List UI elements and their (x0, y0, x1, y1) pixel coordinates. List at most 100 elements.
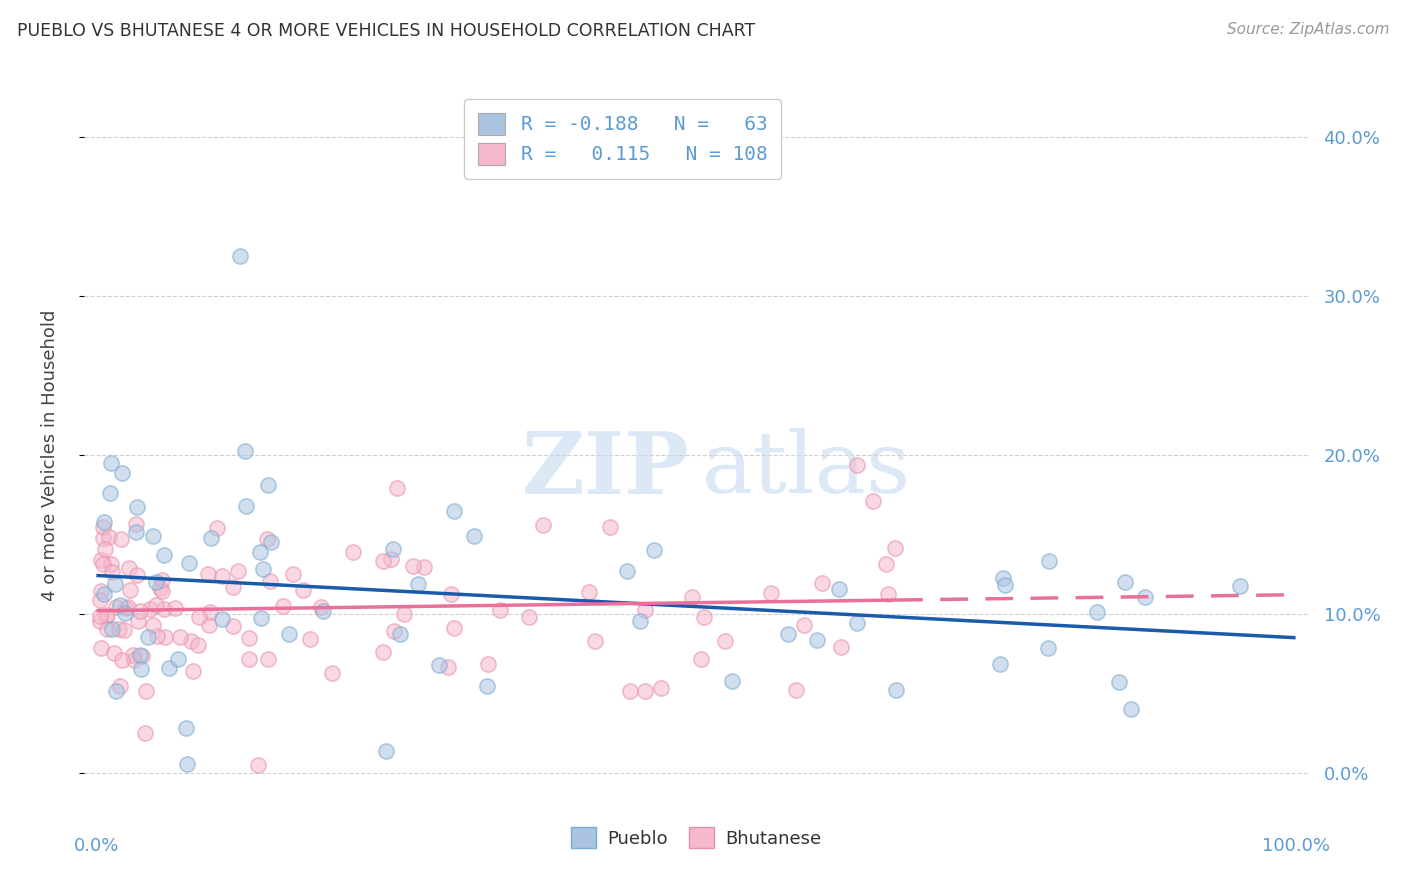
Point (634, 603, 657, 617)
Point (198, 605, 221, 619)
Point (153, 630, 176, 644)
Point (105, 684, 128, 698)
Point (616, 564, 638, 578)
Point (406, 577, 429, 591)
Point (246, 758, 269, 772)
Point (124, 516, 146, 531)
Point (309, 599, 332, 614)
Text: atlas: atlas (702, 428, 911, 511)
Point (187, 638, 209, 652)
Point (427, 658, 450, 673)
Point (93, 587, 115, 601)
Point (138, 601, 160, 615)
Point (111, 653, 134, 667)
Text: ZIP: ZIP (522, 427, 690, 511)
Point (125, 524, 148, 539)
Point (142, 617, 165, 632)
Point (321, 666, 343, 681)
Point (875, 557, 897, 571)
Point (720, 673, 742, 688)
Point (101, 623, 124, 637)
Point (1038, 553, 1060, 567)
Point (643, 543, 665, 558)
Point (531, 517, 554, 532)
Point (200, 531, 222, 545)
Point (108, 679, 131, 693)
Point (90, 553, 112, 567)
Point (101, 565, 124, 579)
Point (402, 558, 425, 573)
Point (211, 569, 233, 583)
Point (117, 599, 139, 614)
Point (628, 614, 651, 628)
Point (127, 615, 149, 629)
Point (793, 618, 815, 632)
Point (619, 683, 641, 698)
Point (437, 660, 460, 674)
Point (235, 499, 257, 513)
Point (713, 633, 735, 648)
Point (884, 682, 907, 697)
Point (222, 580, 245, 594)
Point (443, 621, 465, 635)
Point (103, 646, 125, 660)
Point (690, 652, 713, 666)
Point (98, 486, 121, 500)
Point (145, 574, 167, 589)
Point (118, 582, 141, 597)
Point (115, 601, 138, 615)
Point (994, 577, 1017, 591)
Point (127, 567, 149, 582)
Point (90, 640, 112, 655)
Point (108, 598, 131, 612)
Point (163, 601, 186, 615)
Point (146, 629, 169, 643)
Point (96, 608, 118, 623)
Point (385, 481, 408, 495)
Point (153, 602, 176, 616)
Point (112, 624, 135, 638)
Point (381, 542, 404, 557)
Point (281, 566, 304, 581)
Point (152, 548, 174, 562)
Point (291, 582, 314, 597)
Point (828, 582, 851, 597)
Point (761, 586, 783, 600)
Point (89, 593, 111, 607)
Point (177, 556, 200, 570)
Point (129, 662, 152, 676)
Point (89, 615, 111, 629)
Point (806, 632, 828, 647)
Point (180, 633, 202, 648)
Point (312, 604, 335, 618)
Point (167, 652, 190, 666)
Point (122, 652, 145, 666)
Point (150, 573, 173, 587)
Point (129, 604, 152, 618)
Point (136, 630, 159, 644)
Point (249, 545, 271, 559)
Point (373, 554, 395, 568)
Point (97, 530, 120, 544)
Point (90, 584, 112, 599)
Point (1133, 590, 1156, 604)
Point (94, 542, 117, 557)
Point (634, 684, 657, 698)
Point (681, 590, 703, 604)
Point (475, 679, 498, 693)
Point (183, 664, 205, 678)
Point (394, 607, 416, 621)
Point (238, 652, 260, 666)
Point (176, 757, 198, 772)
Point (145, 599, 167, 613)
Point (91, 558, 114, 572)
Point (128, 648, 150, 663)
Point (108, 622, 131, 636)
Point (299, 632, 322, 646)
Point (277, 627, 299, 641)
Point (188, 609, 211, 624)
Point (111, 466, 134, 480)
Point (1114, 575, 1136, 590)
Point (650, 681, 672, 695)
Point (257, 652, 280, 666)
